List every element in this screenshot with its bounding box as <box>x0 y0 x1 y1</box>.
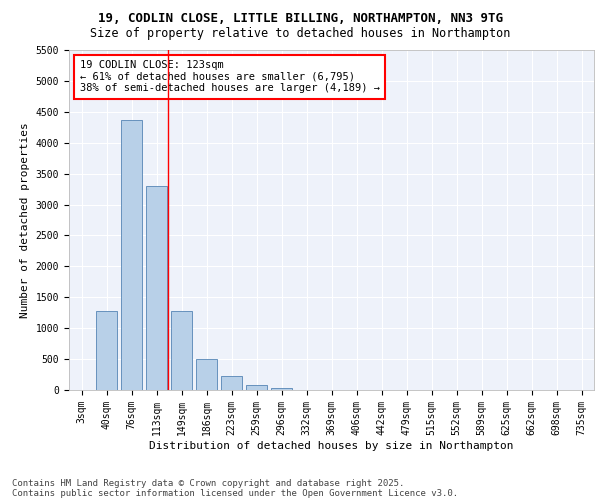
Bar <box>196 359 217 390</box>
Text: Contains HM Land Registry data © Crown copyright and database right 2025.: Contains HM Land Registry data © Crown c… <box>12 478 404 488</box>
Text: 19 CODLIN CLOSE: 123sqm
← 61% of detached houses are smaller (6,795)
38% of semi: 19 CODLIN CLOSE: 123sqm ← 61% of detache… <box>79 60 380 94</box>
Bar <box>96 312 117 390</box>
X-axis label: Distribution of detached houses by size in Northampton: Distribution of detached houses by size … <box>149 440 514 450</box>
Bar <box>221 376 242 390</box>
Text: Contains public sector information licensed under the Open Government Licence v3: Contains public sector information licen… <box>12 488 458 498</box>
Bar <box>246 385 267 390</box>
Y-axis label: Number of detached properties: Number of detached properties <box>20 122 30 318</box>
Text: 19, CODLIN CLOSE, LITTLE BILLING, NORTHAMPTON, NN3 9TG: 19, CODLIN CLOSE, LITTLE BILLING, NORTHA… <box>97 12 503 26</box>
Bar <box>271 388 292 390</box>
Bar <box>121 120 142 390</box>
Bar <box>171 311 192 390</box>
Text: Size of property relative to detached houses in Northampton: Size of property relative to detached ho… <box>90 28 510 40</box>
Bar <box>146 186 167 390</box>
